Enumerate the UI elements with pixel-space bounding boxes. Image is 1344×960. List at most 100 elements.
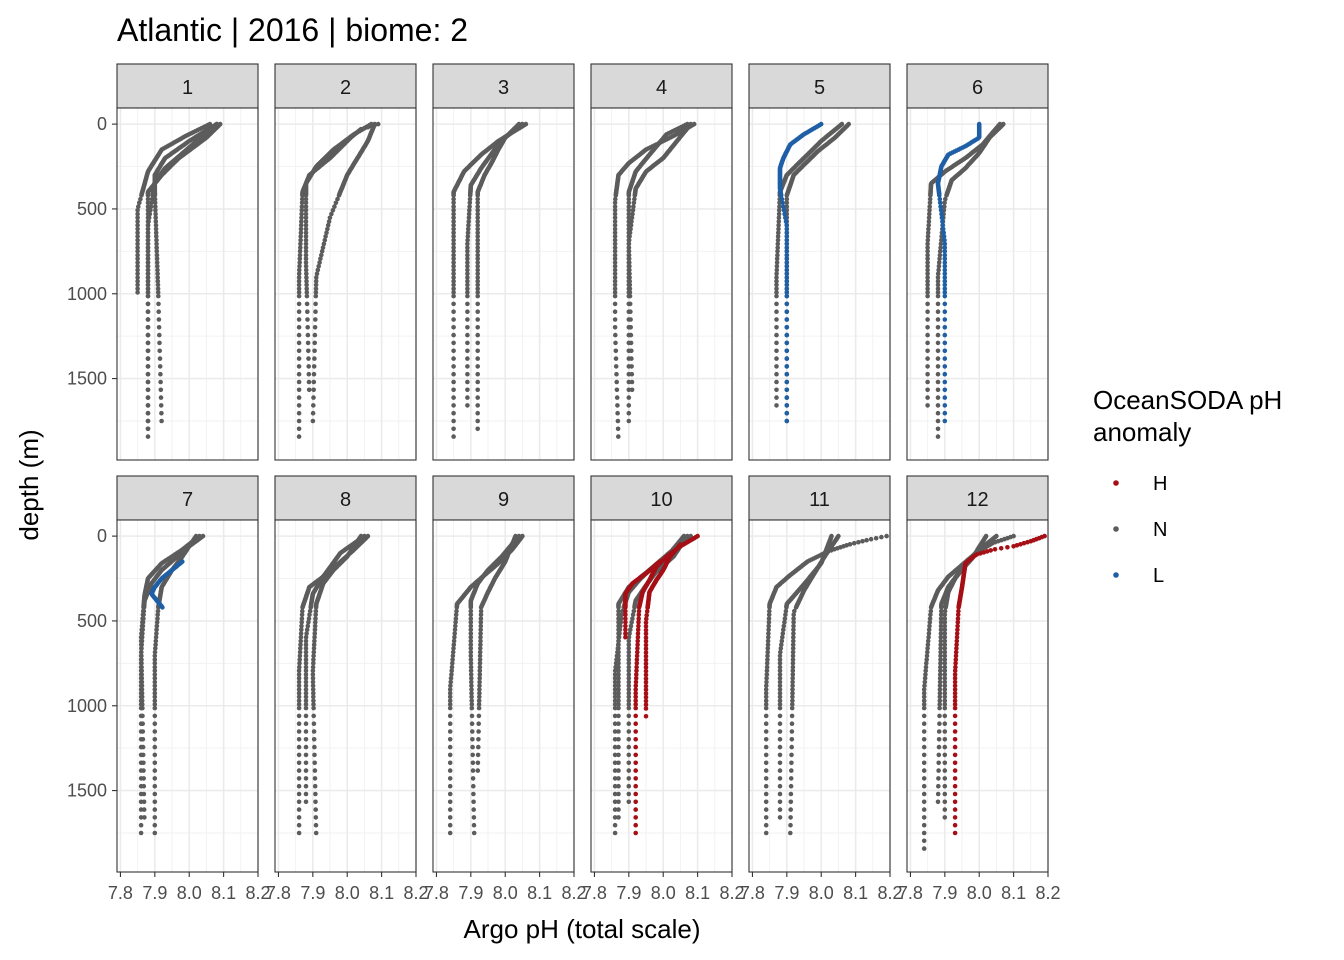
facet-strip <box>432 63 575 109</box>
data-point-N <box>296 348 302 354</box>
x-tick-label: 7.8 <box>898 883 923 903</box>
data-point-N <box>311 395 316 400</box>
data-point-N <box>627 301 633 307</box>
data-point-H <box>633 729 638 734</box>
x-tick-label: 7.8 <box>108 883 133 903</box>
data-point-N <box>296 752 302 758</box>
data-point-N <box>616 783 621 789</box>
data-point-N <box>475 410 481 416</box>
data-point-N <box>925 395 930 400</box>
data-point-H <box>952 822 958 828</box>
data-point-N <box>153 226 159 232</box>
data-point-N <box>306 356 311 361</box>
facet-strip-label: 11 <box>809 489 830 511</box>
data-point-N <box>925 371 930 377</box>
data-point-N <box>304 293 310 299</box>
data-point-N <box>303 783 309 789</box>
data-point-N <box>135 271 140 277</box>
data-point-N <box>942 760 948 766</box>
data-point-N <box>451 418 456 424</box>
data-point-N <box>296 807 302 812</box>
facet-strip <box>748 63 891 109</box>
data-point-N <box>155 271 160 277</box>
data-point-L <box>784 293 790 299</box>
data-point-N <box>475 211 481 217</box>
data-point-N <box>465 348 470 354</box>
data-point-N <box>451 200 456 206</box>
data-point-N <box>774 309 779 315</box>
data-point-H <box>633 807 638 812</box>
data-point-N <box>936 744 942 750</box>
data-point-N <box>465 249 470 254</box>
data-point-N <box>465 252 470 258</box>
data-point-N <box>298 230 304 235</box>
data-point-N <box>775 249 780 254</box>
facet-panel-6: 6 <box>906 63 1049 461</box>
data-point-N <box>774 348 779 354</box>
data-point-H <box>633 822 638 828</box>
data-point-N <box>140 705 145 711</box>
data-point-N <box>296 395 302 400</box>
facet-panel-12: 127.8 7.9 8.0 8.1 8.2 <box>898 475 1061 903</box>
data-point-N <box>312 332 318 338</box>
data-point-N <box>303 252 309 258</box>
data-point-L <box>784 348 790 354</box>
data-point-N <box>318 256 323 262</box>
data-point-N <box>135 230 140 235</box>
data-point-N <box>939 237 944 243</box>
legend-label: H <box>1153 473 1167 495</box>
data-point-N <box>612 286 618 292</box>
data-point-N <box>475 208 481 213</box>
data-point-N <box>935 387 941 393</box>
data-point-L <box>784 222 789 228</box>
data-point-N <box>139 664 144 670</box>
data-point-N <box>632 196 637 202</box>
data-point-N <box>312 744 317 750</box>
data-point-N <box>145 249 151 254</box>
data-point-N <box>327 215 333 221</box>
data-point-L <box>784 395 790 400</box>
data-point-N <box>630 208 636 213</box>
data-point-N <box>465 267 470 273</box>
y-tick-label: 0 <box>97 114 107 134</box>
data-point-N <box>140 729 146 734</box>
y-tick-label: 1000 <box>67 696 107 716</box>
data-point-L <box>942 293 948 299</box>
data-point-N <box>304 301 310 307</box>
data-point-N <box>776 211 782 217</box>
data-point-N <box>628 222 634 228</box>
data-point-N <box>626 395 632 400</box>
data-point-N <box>774 371 779 377</box>
data-point-N <box>777 760 783 766</box>
data-point-N <box>935 275 941 280</box>
data-point-N <box>325 222 331 228</box>
data-point-N <box>465 403 470 408</box>
data-point-N <box>152 822 158 828</box>
data-point-N <box>157 356 163 361</box>
data-point-N <box>777 799 783 805</box>
data-point-L <box>942 317 948 322</box>
data-point-N <box>938 241 944 247</box>
data-point-N <box>475 301 481 307</box>
data-point-N <box>152 705 158 711</box>
data-point-N <box>311 403 316 408</box>
data-point-N <box>145 264 151 269</box>
data-point-N <box>776 230 781 235</box>
data-point-N <box>296 713 302 719</box>
data-point-N <box>467 208 472 213</box>
data-point-N <box>303 245 309 250</box>
panel-border <box>116 107 259 461</box>
data-point-N <box>140 612 146 618</box>
data-point-N <box>475 215 481 221</box>
data-point-N <box>296 744 302 750</box>
data-point-N <box>627 260 632 265</box>
data-point-N <box>627 293 633 299</box>
data-point-N <box>470 752 476 758</box>
data-point-N <box>471 830 477 836</box>
data-point-N <box>296 364 302 369</box>
data-point-N <box>614 379 619 385</box>
panel-grid <box>117 108 259 460</box>
data-point-N <box>299 219 304 224</box>
data-point-N <box>305 325 311 330</box>
y-tick-label: 1000 <box>67 284 107 304</box>
